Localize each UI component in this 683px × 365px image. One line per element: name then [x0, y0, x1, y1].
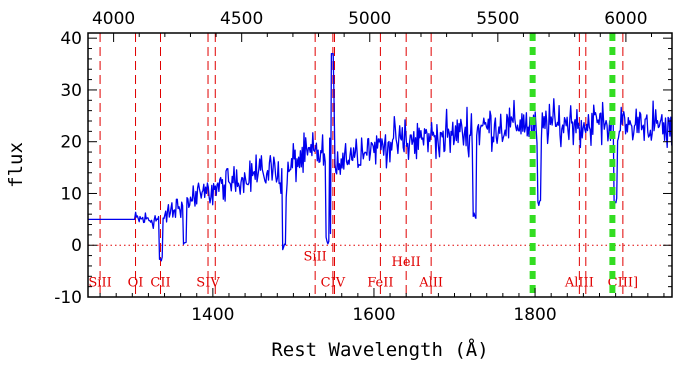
y-axis-label: flux: [5, 142, 27, 188]
line-label: CIV: [321, 275, 346, 290]
x-axis-label: Rest Wavelength (Å): [271, 338, 488, 361]
line-label: AlII: [418, 275, 443, 290]
line-label: SiII: [88, 275, 111, 290]
y-tick-label: 10: [60, 184, 82, 204]
line-label: HeII: [392, 255, 421, 270]
x-bottom-tick-label: 1800: [513, 305, 556, 325]
y-tick-label: 20: [60, 133, 82, 153]
line-label: AlIII: [564, 275, 594, 290]
spectrum-line: [88, 53, 673, 262]
line-label: OI: [128, 275, 144, 290]
line-label: SiII: [303, 250, 326, 265]
spectrum-layer: [88, 53, 673, 262]
y-tick-label: 0: [71, 236, 82, 256]
x-top-tick-label: 5000: [348, 9, 391, 29]
line-label: FeII: [367, 275, 393, 290]
line-label: CII: [150, 275, 170, 290]
label-layer: 1400 1600 1800 4000 4500 5000 5500 6000 -10 0 10 20…: [54, 9, 647, 325]
x-top-tick-label: 4500: [220, 9, 263, 29]
line-label: SIV: [196, 275, 220, 290]
y-tick-label: 30: [60, 81, 82, 101]
tick-layer: [87, 33, 672, 298]
sky-line-layer: [529, 33, 616, 297]
x-bottom-tick-label: 1400: [191, 305, 234, 325]
x-bottom-tick-label: 1600: [352, 305, 395, 325]
y-tick-label: -10: [54, 288, 82, 308]
x-top-tick-label: 4000: [92, 9, 135, 29]
plot-frame: [87, 32, 673, 298]
x-top-tick-label: 5500: [476, 9, 519, 29]
y-tick-label: 40: [60, 29, 82, 49]
x-top-tick-label: 6000: [604, 9, 647, 29]
